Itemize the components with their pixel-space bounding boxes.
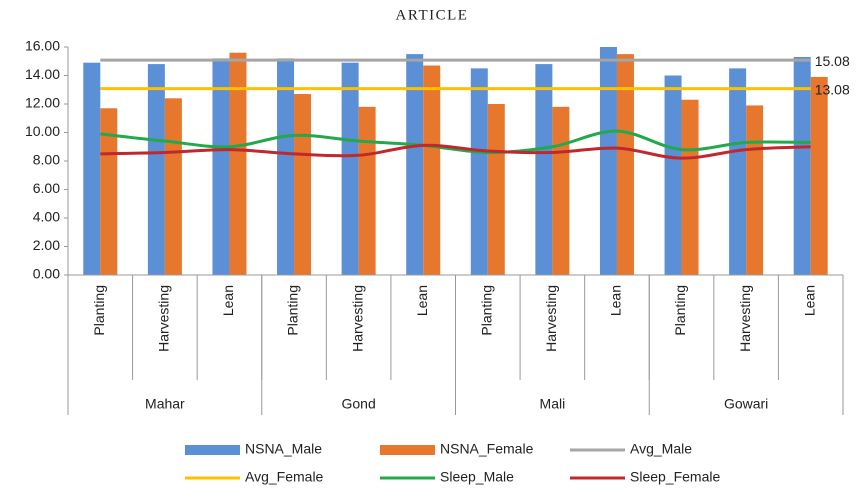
line-series bbox=[100, 143, 811, 160]
bar bbox=[100, 108, 118, 276]
bar bbox=[810, 76, 828, 275]
bar bbox=[487, 104, 505, 275]
legend-label: Avg_Male bbox=[630, 441, 692, 457]
legend-label: NSNA_Female bbox=[440, 441, 534, 457]
group-label: Mahar bbox=[145, 396, 185, 412]
group-label: Gond bbox=[342, 396, 376, 412]
bar bbox=[423, 65, 441, 276]
legend-label: Sleep_Female bbox=[630, 469, 720, 485]
x-tick-label: Lean bbox=[801, 285, 817, 316]
x-tick-label: Lean bbox=[414, 285, 430, 316]
bar bbox=[535, 64, 553, 275]
bar bbox=[793, 56, 811, 275]
y-tick-label: 12.00 bbox=[25, 95, 60, 111]
legend-label: Avg_Female bbox=[245, 469, 324, 485]
x-tick-label: Harvesting bbox=[737, 285, 753, 352]
y-tick-label: 10.00 bbox=[25, 123, 60, 139]
bar bbox=[294, 94, 312, 276]
x-tick-label: Lean bbox=[220, 285, 236, 316]
x-tick-label: Harvesting bbox=[156, 285, 172, 352]
legend-label: NSNA_Male bbox=[245, 441, 322, 457]
bar bbox=[341, 62, 359, 275]
bar bbox=[358, 106, 376, 275]
group-label: Mali bbox=[540, 396, 566, 412]
bar bbox=[212, 58, 230, 276]
bar bbox=[664, 75, 682, 275]
y-tick-label: 2.00 bbox=[33, 237, 60, 253]
legend-swatch bbox=[380, 445, 435, 455]
bar bbox=[83, 62, 101, 275]
page-header: ARTICLE bbox=[396, 7, 469, 23]
bar bbox=[229, 52, 247, 276]
y-tick-label: 6.00 bbox=[33, 180, 60, 196]
data-label: 15.08 bbox=[815, 53, 850, 69]
x-tick-label: Harvesting bbox=[349, 285, 365, 352]
y-tick-label: 8.00 bbox=[33, 152, 60, 168]
y-tick-label: 16.00 bbox=[25, 38, 60, 54]
bar bbox=[616, 54, 634, 275]
bar bbox=[681, 99, 699, 275]
x-tick-label: Planting bbox=[672, 285, 688, 336]
y-tick-label: 0.00 bbox=[33, 266, 60, 282]
x-tick-label: Planting bbox=[478, 285, 494, 336]
legend-label: Sleep_Male bbox=[440, 469, 514, 485]
x-tick-label: Planting bbox=[285, 285, 301, 336]
bar bbox=[746, 105, 764, 275]
bar bbox=[164, 98, 182, 275]
x-tick-label: Harvesting bbox=[543, 285, 559, 352]
bar bbox=[729, 68, 747, 275]
group-label: Gowari bbox=[724, 396, 768, 412]
line-series bbox=[100, 129, 811, 154]
data-label: 13.08 bbox=[815, 81, 850, 97]
legend-swatch bbox=[185, 445, 240, 455]
bar bbox=[552, 106, 570, 275]
x-tick-label: Planting bbox=[91, 285, 107, 336]
bar bbox=[599, 47, 617, 275]
y-tick-label: 4.00 bbox=[33, 209, 60, 225]
bar bbox=[406, 54, 424, 275]
bar bbox=[470, 68, 488, 275]
y-tick-label: 14.00 bbox=[25, 66, 60, 82]
x-tick-label: Lean bbox=[608, 285, 624, 316]
bar bbox=[277, 58, 295, 276]
bar bbox=[147, 64, 165, 275]
